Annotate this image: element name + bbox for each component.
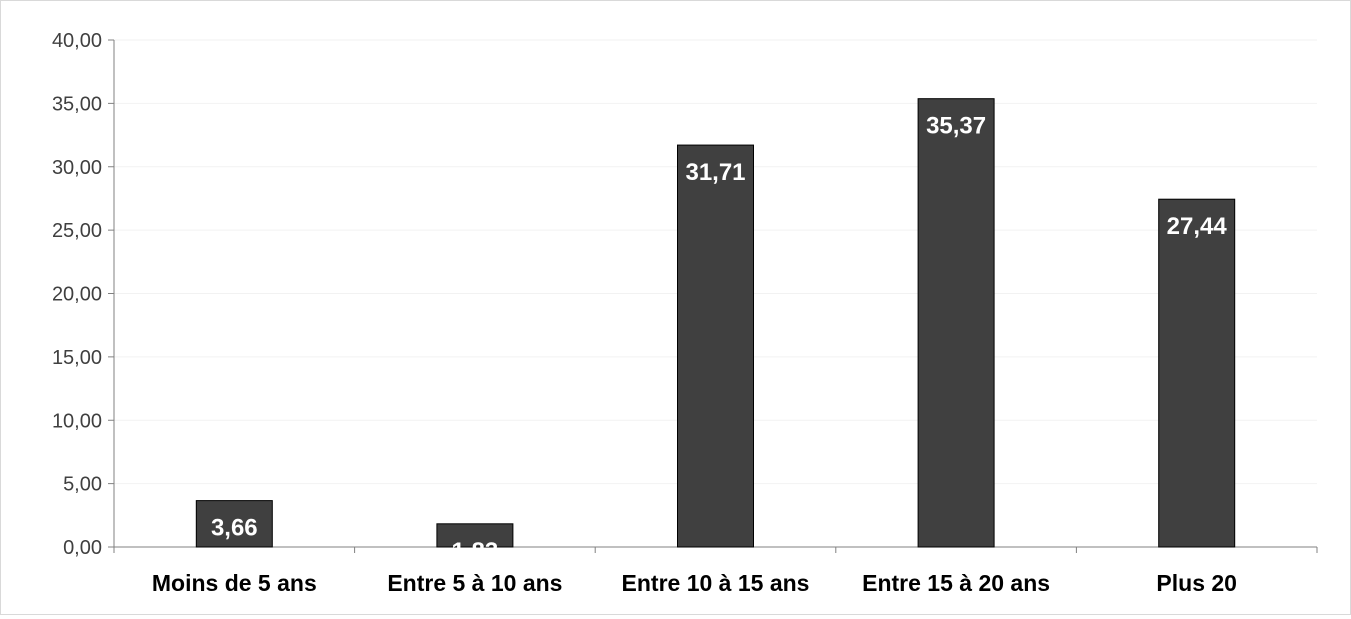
- bar: [1158, 198, 1236, 548]
- y-tick-label: 30,00: [52, 157, 102, 179]
- data-label: 27,44: [1167, 213, 1228, 240]
- data-label: 1,83: [452, 538, 499, 565]
- x-category-label: Moins de 5 ans: [152, 570, 317, 596]
- y-tick-label: 10,00: [52, 410, 102, 432]
- labels: 0,00 5,00 10,00 15,00 20,00 25,00 30,00 35,00 40…: [52, 30, 1237, 596]
- x-category-label: Entre 10 à 15 ans: [622, 570, 810, 596]
- bar: [436, 523, 514, 548]
- x-category-label: Entre 5 à 10 ans: [387, 570, 562, 596]
- bar: [677, 144, 754, 548]
- y-tick-label: 25,00: [52, 220, 102, 242]
- y-tick-label: 0,00: [63, 537, 102, 559]
- bars: [195, 98, 1236, 548]
- y-tick-label: 15,00: [52, 347, 102, 369]
- data-label: 35,37: [926, 113, 986, 140]
- y-tick-label: 20,00: [52, 284, 102, 306]
- x-category-label: Plus 20: [1156, 570, 1237, 596]
- data-label: 3,66: [211, 515, 258, 542]
- y-tick-label: 35,00: [52, 93, 102, 115]
- y-tick-label: 40,00: [52, 30, 102, 52]
- data-label: 31,71: [685, 159, 745, 186]
- bar: [917, 98, 995, 548]
- bar: [195, 500, 273, 548]
- x-category-label: Entre 15 à 20 ans: [862, 570, 1050, 596]
- y-tick-label: 5,00: [63, 474, 102, 496]
